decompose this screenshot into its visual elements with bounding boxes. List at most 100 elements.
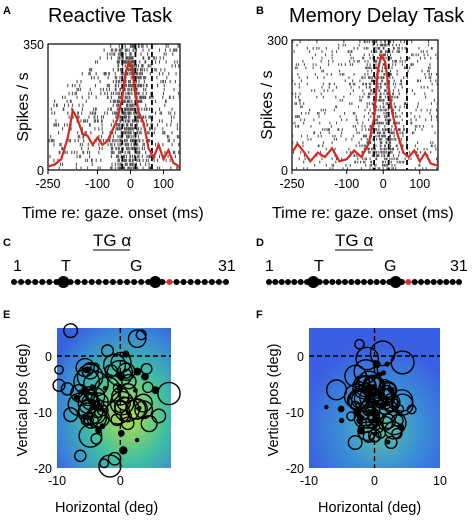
panel-e-xlabel: Horizontal (deg) bbox=[55, 500, 158, 516]
panel-f-x-tick-label: -10 bbox=[300, 474, 318, 488]
panel-e-endpoint bbox=[151, 386, 160, 395]
panel-e-endpoint bbox=[135, 329, 147, 341]
panel-d-dot bbox=[380, 279, 386, 285]
panel-e-endpoint bbox=[121, 373, 137, 390]
panel-f-endpoints bbox=[324, 338, 417, 451]
panel-f-endpoint bbox=[377, 372, 383, 378]
panel-f-y-tick-label: -10 bbox=[286, 406, 304, 420]
panel-f-endpoint bbox=[383, 399, 390, 407]
panel-d-dot bbox=[443, 279, 450, 285]
panel-f-endpoint bbox=[390, 404, 396, 410]
panel-a-x-tick-label: -100 bbox=[85, 177, 110, 191]
panel-e-endpoint bbox=[110, 351, 132, 374]
panel-f-endpoint bbox=[354, 338, 365, 350]
panel-f-y-tick-label: -20 bbox=[286, 462, 304, 476]
panel-f-endpoint bbox=[379, 379, 391, 391]
panel-c-dot bbox=[88, 279, 95, 285]
panel-e-endpoint bbox=[83, 370, 109, 397]
panel-c-dot bbox=[187, 279, 194, 285]
panel-a-ticks: -250 -100 0 100 0 350 bbox=[23, 38, 174, 191]
panel-c-dot bbox=[138, 279, 145, 285]
panel-c-dot bbox=[46, 279, 53, 285]
panel-label-a: A bbox=[3, 5, 11, 17]
panel-e-endpoint bbox=[86, 386, 106, 406]
panel-e-endpoint bbox=[140, 362, 153, 375]
panel-c-dot bbox=[18, 279, 25, 285]
panel-c-dot bbox=[208, 279, 215, 285]
panel-c-target-array bbox=[11, 276, 229, 288]
panel-d-dot bbox=[456, 279, 462, 285]
panel-d-dot bbox=[367, 279, 374, 285]
panel-d-dot bbox=[449, 279, 456, 285]
panel-d-dot bbox=[297, 279, 304, 285]
panel-d-dot bbox=[329, 279, 336, 285]
panel-f-endpoint bbox=[337, 405, 345, 413]
panel-b-ticks: -250 -100 0 100 0 300 bbox=[267, 34, 430, 191]
panel-e-endpoint bbox=[63, 323, 79, 339]
panel-c-dot bbox=[81, 279, 88, 285]
panel-a-x-tick-label: -250 bbox=[35, 177, 60, 191]
panel-d-dot bbox=[348, 279, 355, 285]
panel-c-dot bbox=[109, 279, 116, 285]
panel-e-endpoint bbox=[86, 407, 108, 429]
panel-label-d: D bbox=[256, 237, 264, 249]
panel-d-dot bbox=[323, 279, 329, 285]
panel-c-title: TG α bbox=[93, 231, 131, 250]
panel-d-title: TG α bbox=[335, 231, 373, 250]
panel-label-c: C bbox=[3, 237, 11, 249]
panel-a-dashed-markers bbox=[121, 44, 153, 170]
panel-f-endpoint bbox=[390, 389, 414, 412]
panel-c-dot bbox=[67, 279, 74, 285]
panel-c-start-label: 1 bbox=[13, 258, 22, 275]
panel-b-x-tick-label: -100 bbox=[334, 177, 359, 191]
panel-e-endpoint bbox=[117, 372, 126, 381]
panel-c-end-label: 31 bbox=[218, 258, 236, 275]
panel-f-axes: -10 0 100-10-20 bbox=[286, 328, 447, 488]
panel-d-dot bbox=[424, 279, 431, 285]
panel-f-endpoint bbox=[347, 435, 363, 451]
panel-c-dot bbox=[11, 279, 17, 285]
panel-d-dot bbox=[285, 279, 291, 285]
panel-e-endpoint bbox=[117, 429, 125, 437]
panel-d-target-dot bbox=[307, 276, 320, 288]
panel-d-dot bbox=[272, 279, 279, 285]
panel-d-dot bbox=[411, 279, 418, 285]
panel-f-endpoint bbox=[380, 413, 396, 430]
panel-d-dot bbox=[278, 279, 285, 285]
panel-e-y-tick-label: 0 bbox=[45, 350, 52, 364]
panel-e-endpoint bbox=[77, 389, 83, 395]
panel-f-endpoint bbox=[384, 361, 390, 367]
panel-e-y-tick-label: -20 bbox=[34, 462, 52, 476]
panel-f-chart: -10 0 100-10-20 Vertical pos (deg) Horizon… bbox=[266, 328, 447, 516]
panel-d-dot bbox=[361, 279, 367, 285]
panel-e-endpoint bbox=[89, 392, 109, 412]
panel-f-x-tick-label: 0 bbox=[371, 474, 378, 488]
panel-e-endpoint bbox=[60, 382, 75, 396]
panel-c-dot bbox=[215, 279, 222, 285]
panel-d-dot bbox=[437, 279, 443, 285]
panel-c-dot bbox=[95, 279, 102, 285]
panel-f-endpoint bbox=[324, 404, 329, 410]
panel-d-dot bbox=[399, 279, 405, 285]
panel-f-endpoint bbox=[355, 346, 380, 371]
panel-e-endpoint bbox=[74, 449, 87, 463]
panel-a-chart: -250 -100 0 100 0 350 Spikes / s Time re: gaz… bbox=[15, 38, 204, 222]
panel-e-endpoint bbox=[82, 367, 89, 374]
panel-f-endpoint bbox=[385, 439, 391, 445]
panel-b-x-tick-label: 100 bbox=[409, 177, 430, 191]
panel-d-dot bbox=[354, 279, 361, 285]
panel-d-dot bbox=[430, 279, 437, 285]
panel-d-dot bbox=[291, 279, 298, 285]
panel-f-endpoint bbox=[380, 381, 397, 398]
panel-d-red-dot bbox=[405, 279, 412, 285]
panel-e-endpoint bbox=[63, 407, 79, 423]
panel-d-dot bbox=[418, 279, 424, 285]
panel-c-target-dot bbox=[57, 276, 70, 288]
panel-f-xlabel: Horizontal (deg) bbox=[318, 500, 421, 516]
panel-e-endpoint bbox=[73, 394, 80, 401]
panel-c-dot bbox=[74, 279, 81, 285]
panel-b-chart: -250 -100 0 100 0 300 Spikes / s Time re: gaz… bbox=[259, 34, 454, 222]
panel-d-dot bbox=[266, 279, 272, 285]
panel-a-y-tick-label: 0 bbox=[37, 164, 44, 178]
panel-d-dot bbox=[342, 279, 348, 285]
